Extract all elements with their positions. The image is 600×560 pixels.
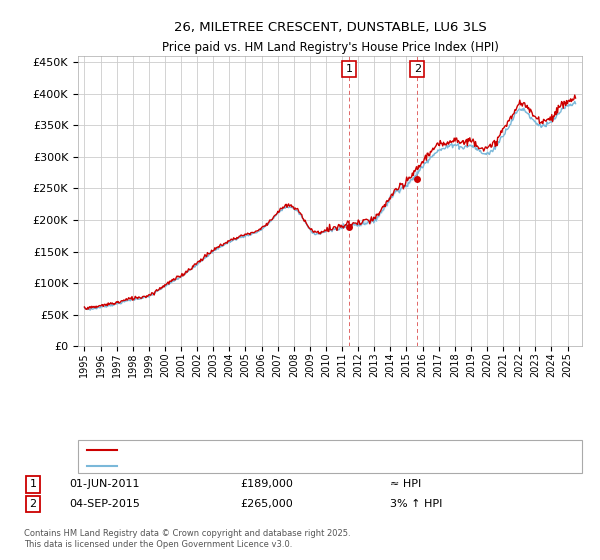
Text: 1: 1	[29, 479, 37, 489]
Text: 26, MILETREE CRESCENT, DUNSTABLE, LU6 3LS (semi-detached house): 26, MILETREE CRESCENT, DUNSTABLE, LU6 3L…	[123, 445, 471, 455]
Text: Price paid vs. HM Land Registry's House Price Index (HPI): Price paid vs. HM Land Registry's House …	[161, 41, 499, 54]
Text: HPI: Average price, semi-detached house, Central Bedfordshire: HPI: Average price, semi-detached house,…	[123, 461, 431, 471]
Text: 2: 2	[414, 64, 421, 74]
Text: Contains HM Land Registry data © Crown copyright and database right 2025.
This d: Contains HM Land Registry data © Crown c…	[24, 529, 350, 549]
Text: ≈ HPI: ≈ HPI	[390, 479, 421, 489]
Text: 04-SEP-2015: 04-SEP-2015	[69, 499, 140, 509]
Text: 3% ↑ HPI: 3% ↑ HPI	[390, 499, 442, 509]
Text: 1: 1	[346, 64, 352, 74]
Text: 01-JUN-2011: 01-JUN-2011	[69, 479, 139, 489]
Text: 2: 2	[29, 499, 37, 509]
Text: 26, MILETREE CRESCENT, DUNSTABLE, LU6 3LS: 26, MILETREE CRESCENT, DUNSTABLE, LU6 3L…	[173, 21, 487, 35]
Text: £265,000: £265,000	[240, 499, 293, 509]
Text: £189,000: £189,000	[240, 479, 293, 489]
